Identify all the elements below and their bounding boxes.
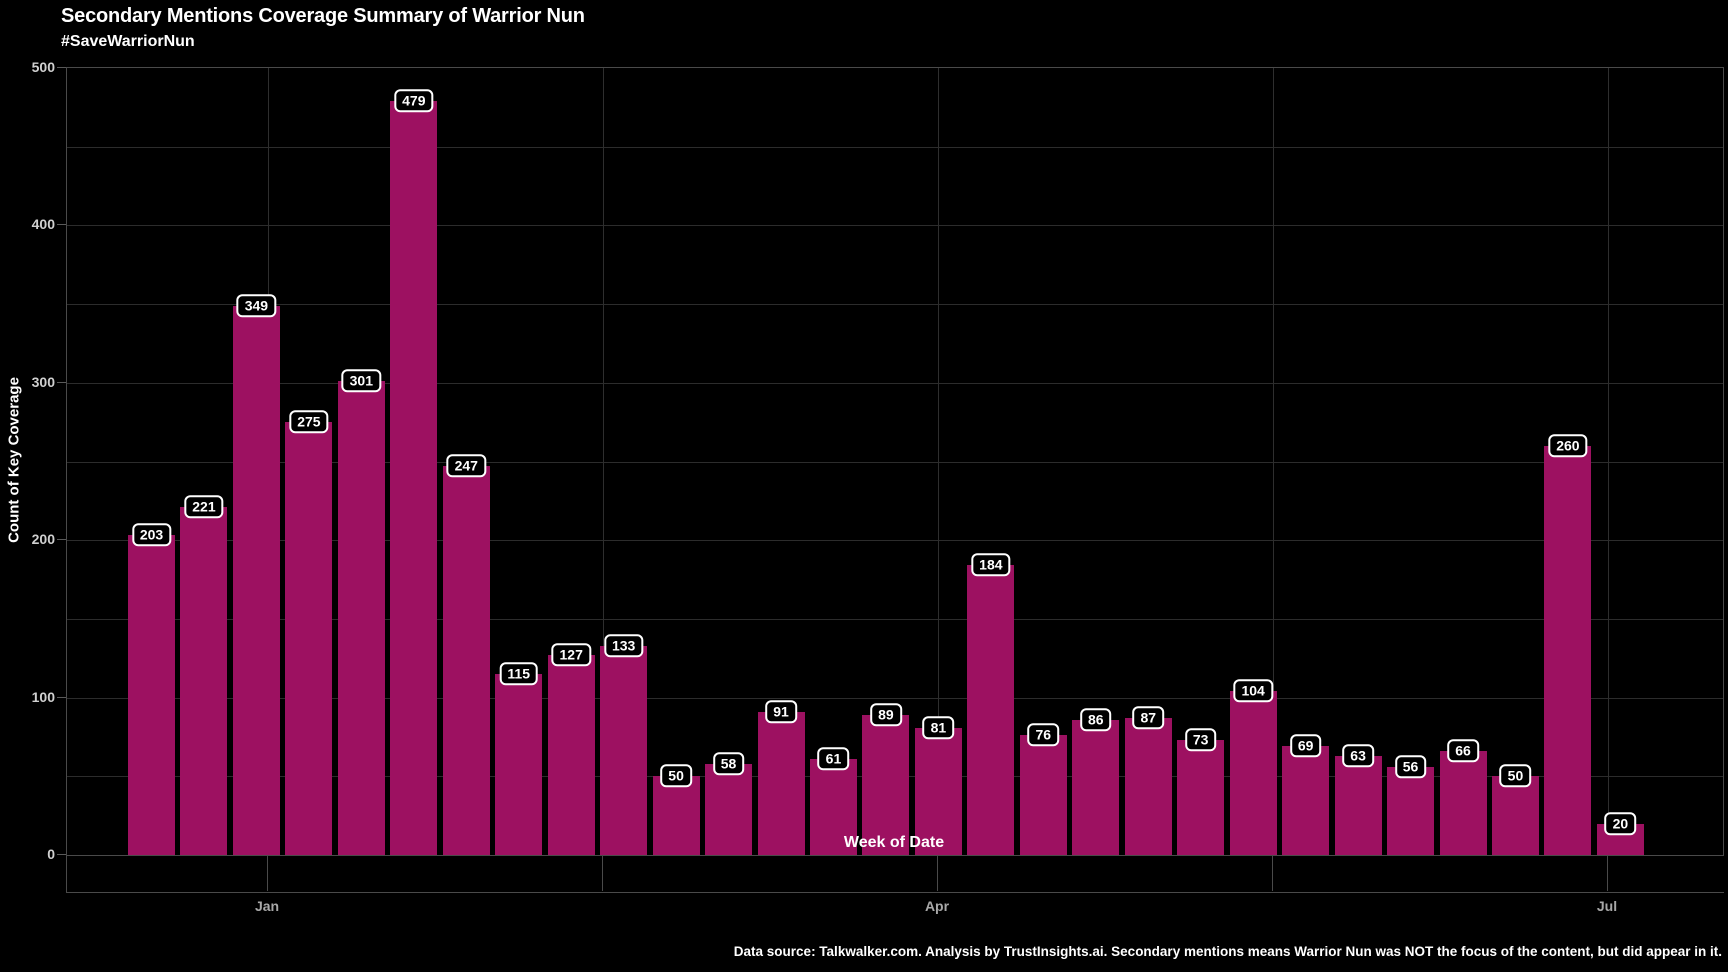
x-axis-line [66, 892, 1724, 893]
x-tick-mark [937, 855, 938, 891]
x-tick-mark [602, 855, 603, 891]
y-tick-mark [57, 224, 66, 226]
bar-value-label: 203 [131, 523, 172, 547]
x-tick-mark [1272, 855, 1273, 891]
y-axis-title: Count of Key Coverage [5, 377, 23, 543]
bar [1282, 746, 1330, 855]
bar-value-label: 479 [394, 89, 434, 113]
bar [128, 535, 175, 855]
y-tick-label: 0 [47, 846, 55, 862]
chart-subtitle: #SaveWarriorNun [61, 33, 195, 50]
gridline-horizontal [67, 461, 1723, 463]
bar-value-label: 58 [712, 752, 745, 776]
bar-value-label: 69 [1289, 734, 1322, 758]
bar-value-label: 133 [603, 634, 644, 658]
bar-value-label: 275 [289, 410, 329, 434]
bar-value-label: 184 [971, 553, 1011, 577]
bar [1334, 756, 1382, 855]
bar [1177, 740, 1225, 855]
chart-title: Secondary Mentions Coverage Summary of W… [61, 5, 585, 27]
bar [652, 776, 700, 855]
bar [757, 712, 805, 855]
bar-value-label: 73 [1184, 728, 1217, 752]
bar-value-label: 76 [1027, 723, 1060, 747]
bar-value-label: 81 [922, 716, 955, 740]
bar-value-label: 91 [765, 700, 797, 724]
bar-value-label: 221 [184, 495, 224, 519]
bar [809, 759, 857, 855]
x-tick-mark [267, 855, 268, 891]
bar [547, 655, 595, 855]
bar-value-label: 260 [1548, 434, 1588, 458]
bar-value-label: 56 [1394, 755, 1427, 779]
gridline-horizontal [67, 697, 1723, 699]
bar [1491, 776, 1539, 855]
plot-area: 203 221 349 275 301 479 247 115 127 133 50 58 91 61 89… [66, 67, 1724, 856]
gridline-vertical [1273, 68, 1274, 855]
x-tick-label: Apr [924, 898, 950, 914]
bar [862, 715, 910, 855]
x-axis-title: Week of Date [843, 834, 945, 851]
bar-value-label: 87 [1132, 706, 1165, 730]
y-tick-mark [57, 381, 66, 383]
gridline-horizontal [67, 540, 1723, 542]
y-tick-label: 400 [31, 216, 55, 233]
bar-value-label: 63 [1342, 744, 1374, 768]
bar [705, 764, 753, 855]
bar [337, 381, 385, 855]
gridline-vertical [938, 68, 939, 855]
bar-value-label: 89 [870, 703, 902, 727]
bar-value-label: 104 [1233, 679, 1273, 703]
bar-value-label: 50 [1499, 764, 1532, 788]
bar [1072, 720, 1120, 855]
bar [967, 565, 1015, 855]
bar-value-label: 127 [551, 643, 591, 667]
bar-value-label: 301 [341, 369, 382, 393]
bar [495, 674, 543, 855]
y-tick-label: 200 [31, 531, 55, 548]
bar [232, 306, 280, 855]
bar [285, 422, 333, 855]
bar-value-label: 61 [817, 747, 850, 771]
bar [1439, 751, 1487, 855]
bar [914, 728, 962, 855]
bar-value-label: 20 [1604, 812, 1637, 836]
bar-value-label: 349 [236, 294, 277, 318]
gridline-vertical [1608, 68, 1609, 855]
x-tick-label: Jan [254, 898, 280, 914]
bar [1124, 718, 1172, 855]
gridline-horizontal [67, 146, 1723, 148]
bar-value-label: 66 [1447, 739, 1479, 763]
y-tick-mark [57, 854, 66, 855]
bar-value-label: 86 [1079, 708, 1112, 732]
bar-value-label: 247 [446, 454, 486, 478]
bar-value-label: 115 [499, 662, 539, 686]
y-tick-mark [57, 696, 66, 698]
y-tick-mark [57, 67, 66, 68]
data-source-credit: Data source: Talkwalker.com. Analysis by… [733, 944, 1722, 959]
y-tick-label: 100 [31, 688, 55, 705]
y-tick-mark [57, 539, 66, 541]
y-tick-label: 500 [31, 59, 55, 75]
gridline-horizontal [67, 225, 1723, 227]
y-tick-label: 300 [31, 373, 55, 390]
x-tick-mark [1607, 855, 1608, 891]
bar [1229, 691, 1277, 855]
y-axis-line [66, 854, 67, 892]
bar [442, 466, 490, 855]
gridline-horizontal [67, 304, 1723, 306]
bar [180, 507, 228, 855]
x-tick-label: Jul [1596, 898, 1618, 914]
bar [1019, 735, 1067, 855]
gridline-vertical [603, 68, 604, 855]
bar [600, 646, 648, 855]
bar [1544, 446, 1592, 855]
bar [1387, 767, 1435, 855]
gridline-horizontal [67, 618, 1723, 620]
bar [390, 101, 438, 855]
bar-value-label: 50 [660, 764, 692, 788]
gridline-horizontal [67, 382, 1723, 384]
